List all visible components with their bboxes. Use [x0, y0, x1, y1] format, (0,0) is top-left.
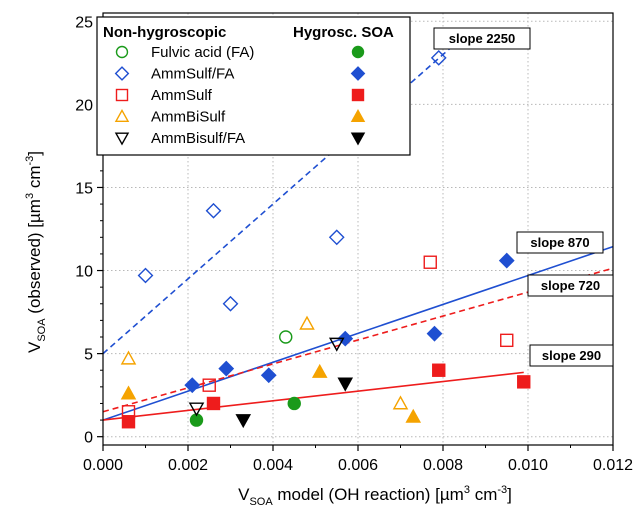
filled-square-point [206, 396, 221, 411]
y-tick-label: 5 [84, 347, 93, 364]
filled-square-point [121, 415, 136, 429]
filled-circle-point [287, 396, 301, 411]
open-square-point [115, 88, 129, 102]
filled-diamond-point [426, 325, 443, 342]
filled-diamond-point [498, 252, 515, 269]
open-square-point [202, 378, 216, 392]
y-tick-label: 10 [75, 264, 93, 281]
open-diamond-point [430, 49, 447, 66]
slope-annotation-box [527, 274, 614, 297]
x-tick-label: 0.012 [593, 457, 633, 474]
open-square-point [423, 255, 437, 269]
open-diamond-point [222, 295, 239, 312]
open-square-point [500, 333, 514, 348]
filled-diamond-point [350, 66, 366, 81]
filled-triangle-up-point [350, 109, 366, 123]
legend-label: AmmBiSulf [151, 109, 226, 126]
open-diamond-point [328, 229, 345, 246]
legend: Non-hygroscopic Hygrosc. SOA Fulvic acid… [96, 16, 411, 156]
x-tick-label: 0.000 [83, 457, 123, 474]
filled-triangle-up-point [120, 385, 137, 400]
x-tick-label: 0.002 [168, 457, 208, 474]
legend-label: AmmSulf/FA [151, 66, 234, 83]
y-tick-label: 25 [75, 14, 93, 31]
y-tick-label: 0 [84, 430, 93, 447]
fit-line [102, 46, 453, 355]
y-axis-title-rest: (observed) [µm [25, 199, 44, 318]
y-axis-title-sup: 3 [24, 193, 36, 199]
y-axis-title-sup2: -3 [24, 156, 36, 166]
filled-diamond-point [260, 367, 277, 384]
open-triangle-down-point [188, 402, 205, 417]
x-axis-title-rest: model (OH reaction) [µm [273, 485, 464, 504]
filled-diamond-point [184, 377, 201, 394]
y-axis-title-main: V [25, 341, 44, 353]
open-triangle-up-point [299, 315, 315, 330]
y-axis-title-mid: cm [25, 166, 44, 193]
filled-square-point [517, 375, 531, 389]
slope-annotation-label: slope 290 [542, 348, 601, 363]
legend-label: Fulvic acid (FA) [151, 44, 254, 61]
slope-annotation-box [433, 27, 531, 50]
x-axis-title-mid: cm [470, 485, 497, 504]
filled-square-point [432, 363, 446, 377]
x-tick-label: 0.008 [423, 457, 463, 474]
slope-annotation-label: slope 870 [530, 235, 589, 250]
filled-triangle-up-point [311, 363, 328, 378]
slope-annotation-box [529, 344, 614, 367]
x-tick-label: 0.004 [253, 457, 293, 474]
x-axis-title-sup2: -3 [497, 484, 507, 496]
x-axis-title-end: ] [507, 485, 512, 504]
open-diamond-point [205, 202, 222, 219]
legend-header-nonhygroscopic: Non-hygroscopic [103, 24, 226, 41]
open-diamond-point [137, 267, 154, 284]
open-triangle-up-point [120, 350, 137, 365]
axis-ticks: 0.000 0.002 0.004 0.006 0.008 0.010 0.012 0 5 10 1… [75, 14, 633, 474]
y-axis-title-end: ] [25, 151, 44, 156]
data-points [120, 49, 531, 429]
open-triangle-up-point [392, 395, 409, 410]
x-tick-label: 0.006 [338, 457, 378, 474]
y-axis-title: VSOA (observed) [µm3 cm-3] [24, 151, 48, 353]
filled-diamond-point [218, 360, 235, 377]
x-axis-title: VSOA model (OH reaction) [µm3 cm-3] [238, 484, 512, 508]
x-axis-title-sup: 3 [464, 484, 470, 496]
slope-annotations: slope 2250 slope 870 slope 720 slope 290 [433, 27, 614, 367]
open-triangle-up-point [114, 109, 130, 123]
filled-circle-point [351, 45, 365, 59]
filled-triangle-up-point [405, 408, 422, 423]
slope-annotation-label: slope 720 [541, 278, 600, 293]
x-axis-title-sub: SOA [249, 496, 273, 508]
filled-triangle-down-point [350, 132, 366, 146]
legend-label: AmmBisulf/FA [151, 130, 245, 147]
open-triangle-down-point [114, 132, 130, 146]
filled-triangle-down-point [235, 414, 252, 429]
open-circle-point [279, 330, 293, 344]
legend-header-hygroscopic: Hygrosc. SOA [293, 24, 394, 41]
y-axis-title-sub: SOA [36, 318, 48, 342]
legend-label: AmmSulf [151, 87, 213, 104]
slope-annotation-label: slope 2250 [449, 31, 516, 46]
x-axis-title-main: V [238, 485, 250, 504]
legend-rows: Fulvic acid (FA) AmmSulf/FA AmmSulf AmmBiSu… [114, 44, 366, 147]
x-tick-label: 0.010 [508, 457, 548, 474]
fit-line [102, 371, 524, 421]
filled-square-point [351, 88, 365, 102]
open-circle-point [115, 45, 129, 59]
y-tick-label: 15 [75, 180, 93, 197]
y-tick-label: 20 [75, 97, 93, 114]
open-diamond-point [114, 66, 130, 81]
open-triangle-down-point [328, 337, 345, 352]
legend-box [96, 16, 411, 156]
slope-annotation-box [516, 231, 604, 254]
filled-triangle-down-point [337, 377, 354, 392]
